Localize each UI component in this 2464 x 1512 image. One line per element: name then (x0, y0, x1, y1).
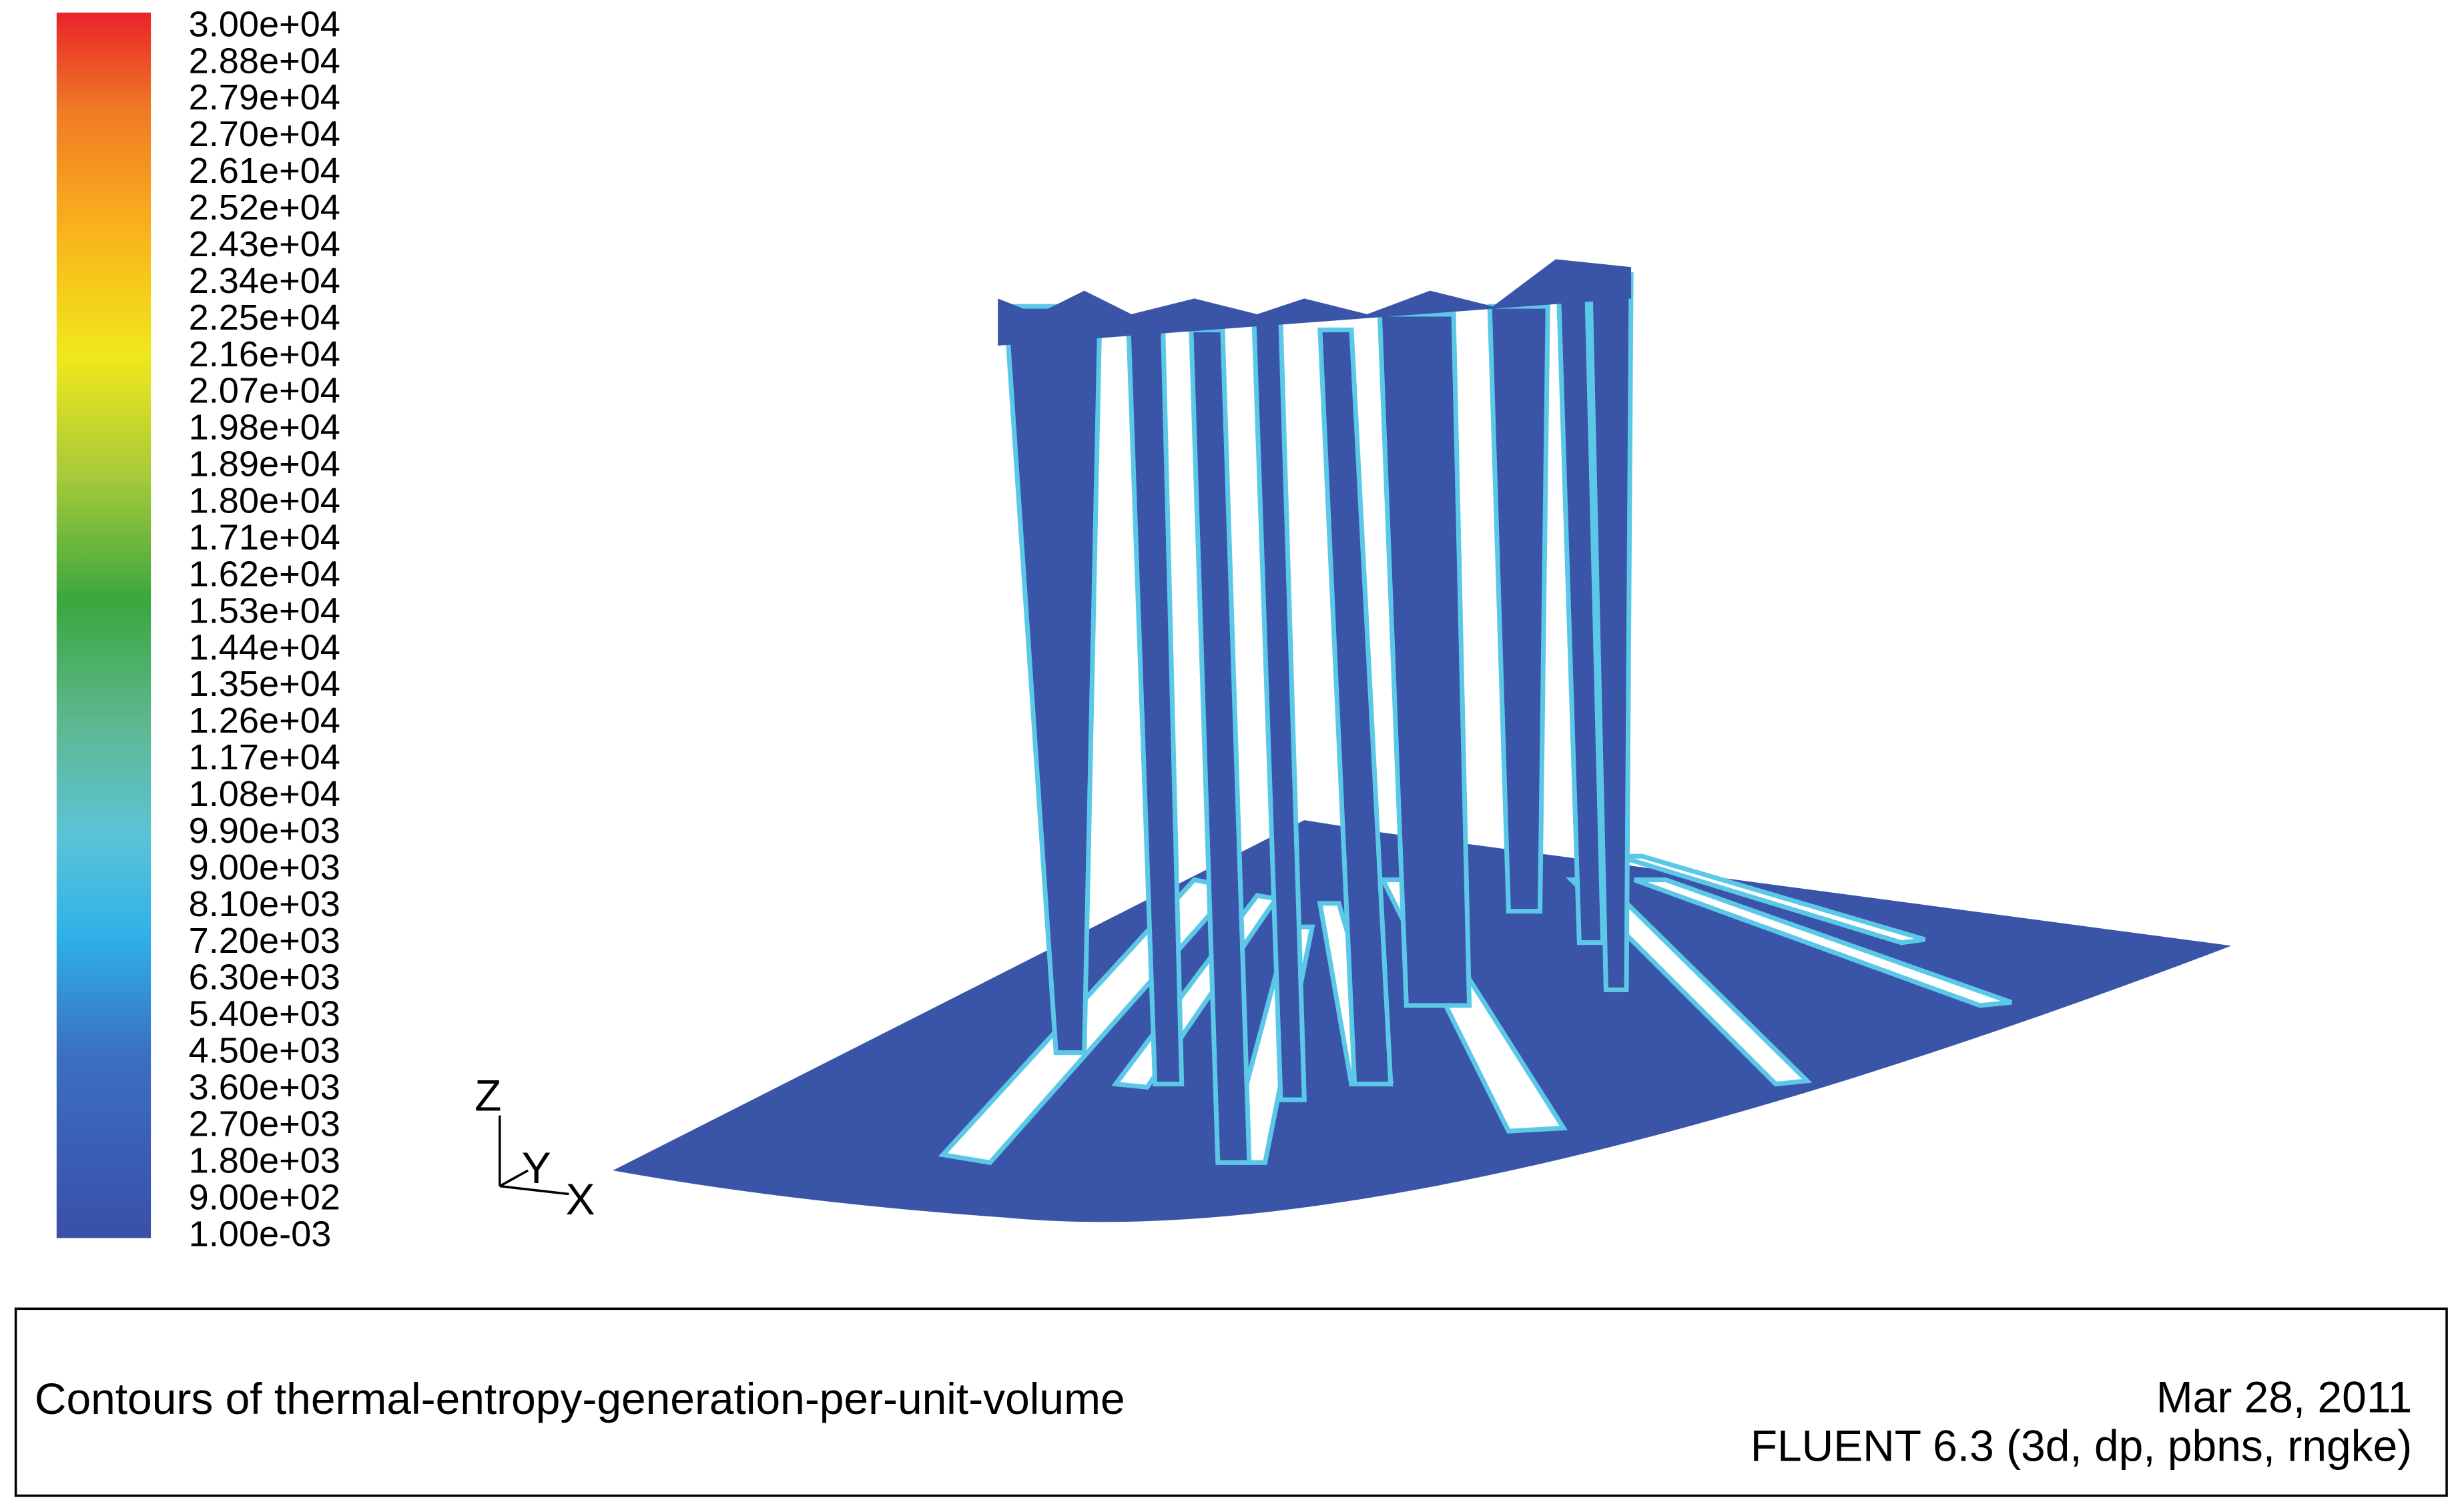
colorbar-label: 5.40e+03 (189, 994, 340, 1034)
colorbar-label: 1.44e+04 (189, 627, 340, 667)
triad-z: Z (475, 1071, 501, 1120)
colorbar-label: 8.10e+03 (189, 884, 340, 924)
colorbar-label: 1.08e+04 (189, 774, 340, 814)
colorbar-label: 1.98e+04 (189, 408, 340, 448)
colorbar-label: 3.60e+03 (189, 1068, 340, 1108)
colorbar-label: 2.16e+04 (189, 334, 340, 374)
colorbar-label: 9.90e+03 (189, 811, 340, 851)
footer-date: Mar 28, 2011 (2156, 1373, 2412, 1422)
contour-geometry (613, 259, 2232, 1222)
colorbar-label: 1.17e+04 (189, 737, 340, 777)
colorbar-label: 3.00e+04 (189, 4, 340, 44)
colorbar-label: 2.43e+04 (189, 224, 340, 264)
colorbar-label: 2.79e+04 (189, 77, 340, 117)
colorbar-label: 1.00e-03 (189, 1214, 332, 1254)
triad-y: Y (522, 1143, 551, 1192)
x-axis (499, 1184, 569, 1196)
colorbar-label: 1.62e+04 (189, 554, 340, 594)
colorbar-label: 2.70e+04 (189, 114, 340, 154)
colorbar-label: 4.50e+03 (189, 1031, 340, 1071)
triad-x: X (566, 1174, 595, 1224)
colorbar-label: 1.89e+04 (189, 444, 340, 484)
colorbar-label: 9.00e+02 (189, 1177, 340, 1217)
colorbar-label: 2.61e+04 (189, 151, 340, 191)
colorbar-label: 9.00e+03 (189, 847, 340, 887)
y-axis (499, 1169, 529, 1188)
colorbar-label: 1.35e+04 (189, 664, 340, 704)
colorbar-label: 2.70e+03 (189, 1104, 340, 1144)
colorbar-label: 1.80e+03 (189, 1140, 340, 1180)
colorbar-label: 2.88e+04 (189, 41, 340, 81)
colorbar-labels: 3.00e+042.88e+042.79e+042.70e+042.61e+04… (189, 4, 340, 1254)
footer-box (14, 1307, 2448, 1497)
colorbar-label: 2.34e+04 (189, 261, 340, 301)
colorbar-label: 2.25e+04 (189, 298, 340, 338)
colorbar-label: 1.26e+04 (189, 701, 340, 741)
colorbar-label: 1.71e+04 (189, 517, 340, 557)
colorbar-label: 2.52e+04 (189, 187, 340, 228)
colorbar-label: 2.07e+04 (189, 371, 340, 411)
columns (1003, 272, 1634, 1165)
footer-title: Contours of thermal-entropy-generation-p… (35, 1374, 1125, 1423)
column-tops (998, 259, 1632, 346)
footer-solver: FLUENT 6.3 (3d, dp, pbns, rngke) (1751, 1421, 2413, 1471)
colorbar-label: 1.53e+04 (189, 591, 340, 631)
axis-triad (499, 1115, 569, 1196)
colorbar-label: 1.80e+04 (189, 481, 340, 521)
colorbar-label: 6.30e+03 (189, 958, 340, 998)
colorbar (56, 12, 151, 1238)
colorbar-label: 7.20e+03 (189, 921, 340, 961)
